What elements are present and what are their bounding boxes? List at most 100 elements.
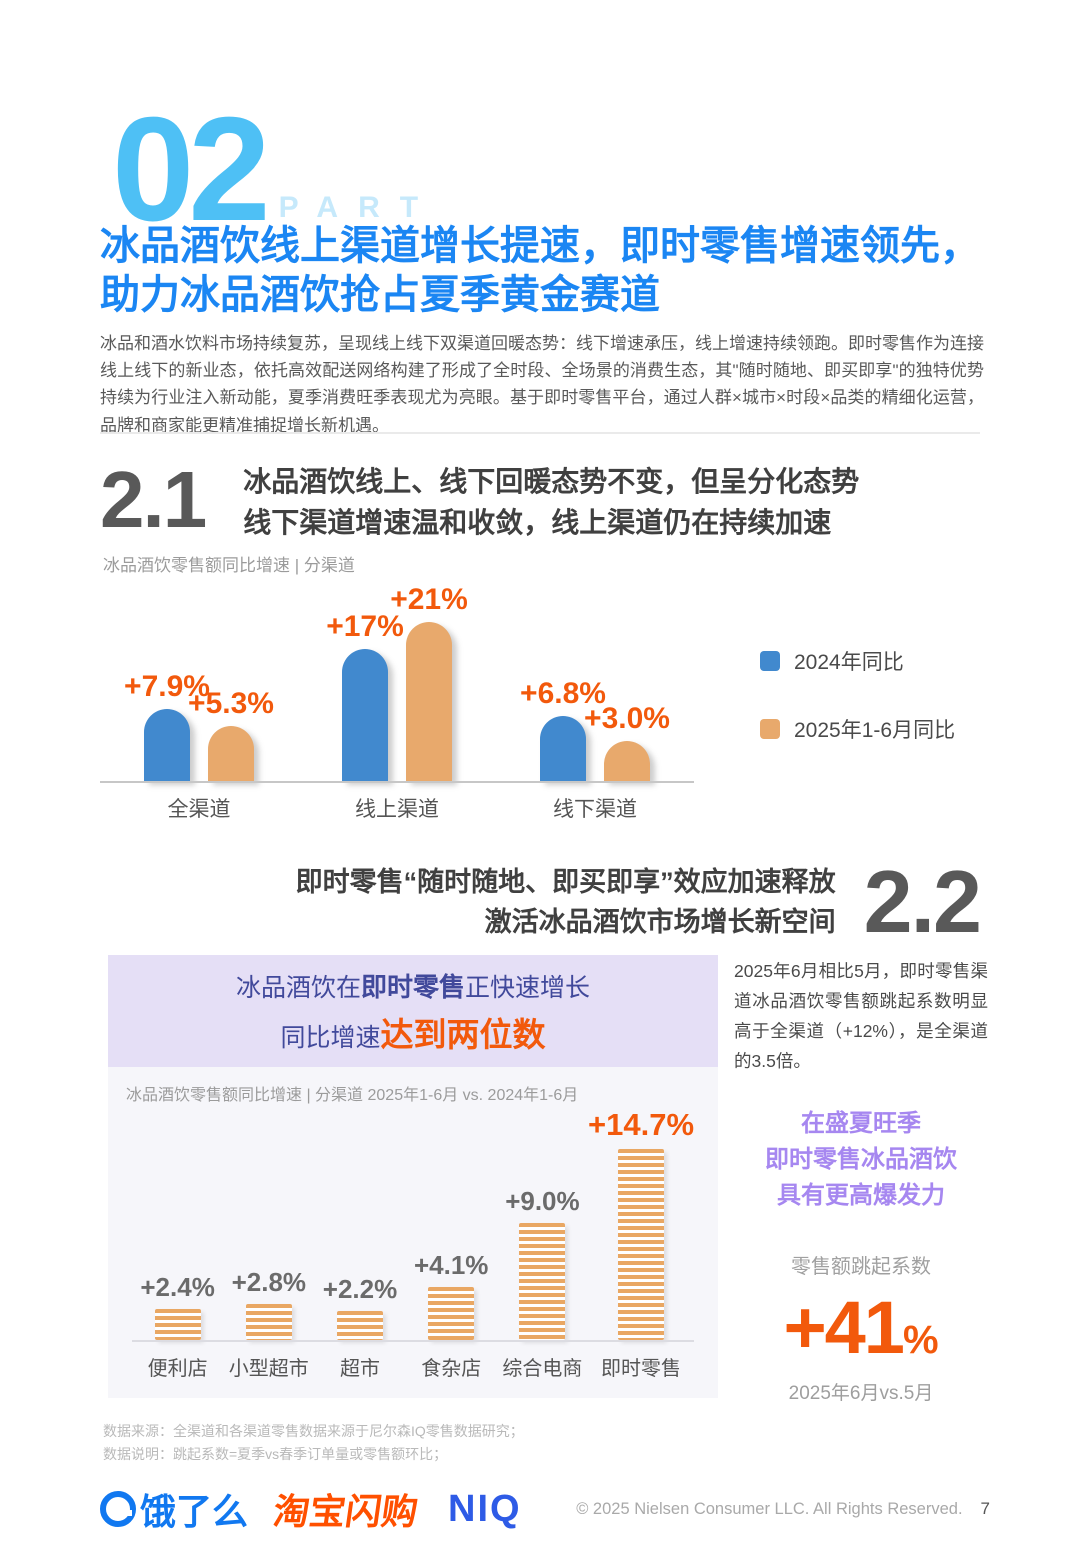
bar	[540, 716, 586, 781]
bar-value-label: +7.9%	[124, 670, 210, 703]
bar-value-label: +2.8%	[231, 1267, 307, 1297]
legend-item-2025: 2025年1-6月同比	[760, 714, 955, 744]
chart2: +2.4% 便利店 +2.8% 小型超市 +2.2% 超市 +4.1% 食杂店 +9.0% 综合电…	[108, 1107, 718, 1381]
page-title-line2: 助力冰品酒饮抢占夏季黄金赛道	[100, 272, 660, 317]
sidebar-highlight-line3: 具有更高爆发力	[777, 1182, 945, 1210]
chart1-bar-pair: +6.8% +3.0%	[520, 584, 670, 781]
chart1-group: +7.9% +5.3% 全渠道	[100, 584, 298, 823]
chart2-axis-line	[132, 1340, 694, 1342]
taobao-shangou-logo: 淘宝闪购	[270, 1491, 421, 1532]
chart1-bar-pair: +17% +21%	[326, 583, 468, 781]
sidebar-highlight-line2: 即时零售冰品酒饮	[765, 1146, 957, 1174]
sidebar-highlight: 在盛夏旺季 即时零售冰品酒饮 具有更高爆发力	[734, 1106, 988, 1214]
chart2-bar-space: +2.8%	[232, 1107, 306, 1340]
chart2-bar-space: +2.4%	[140, 1107, 215, 1340]
chart1-bar-unit: +7.9%	[124, 670, 210, 781]
chart2-caption: 冰品酒饮零售额同比增速 | 分渠道 2025年1-6月 vs. 2024年1-6…	[126, 1087, 579, 1104]
panel-title2-pre: 同比增速	[280, 1023, 381, 1052]
footnote-note: 数据说明：跳起系数=夏季vs春季订单量或零售额环比；	[103, 1445, 448, 1462]
bar-value-label: +9.0%	[505, 1186, 580, 1216]
bar	[428, 1287, 475, 1340]
category-label: 线上渠道	[355, 798, 439, 821]
part-number: 02	[112, 87, 271, 252]
chart2-bar-space: +4.1%	[414, 1107, 488, 1340]
bar	[208, 726, 254, 781]
section-2-1-title-line1: 冰品酒饮线上、线下回暖态势不变，但呈分化态势	[243, 466, 860, 497]
sidebar-highlight-line1: 在盛夏旺季	[801, 1110, 921, 1138]
chart2-bar-space: +9.0%	[505, 1107, 580, 1340]
legend-label-2024: 2024年同比	[794, 651, 904, 674]
bar	[144, 709, 190, 781]
footnotes: 数据来源：全渠道和各渠道零售数据来源于尼尔森IQ零售数据研究； 数据说明：跳起系…	[103, 1420, 524, 1465]
category-label: 即时零售	[601, 1358, 682, 1380]
panel-title-line2: 同比增速 达到两位数	[280, 1008, 545, 1056]
section-2-1-number: 2.1	[100, 455, 207, 544]
category-label: 便利店	[147, 1358, 208, 1380]
chart1: +7.9% +5.3% 全渠道 +17% +21% 线上渠道 +6.8% +3.0% 线下渠道 …	[100, 583, 980, 834]
chart1-plot-area: +7.9% +5.3% 全渠道 +17% +21% 线上渠道 +6.8% +3.0% 线下渠道	[100, 583, 694, 823]
panel-title1-post: 正快速增长	[465, 973, 591, 1002]
legend-swatch-orange	[760, 719, 780, 739]
chart2-bar-unit: +2.2% 超市	[314, 1107, 405, 1381]
section-2-1-title-line2: 线下渠道增速温和收敛，线上渠道仍在持续加速	[243, 506, 832, 538]
panel-title-line1: 冰品酒饮在即时零售正快速增长	[236, 967, 590, 1004]
footer: 饿了么 淘宝闪购 NIQ © 2025 Nielsen Consumer LLC…	[100, 1483, 990, 1535]
chart1-bar-unit: +3.0%	[584, 702, 670, 781]
category-label: 食杂店	[421, 1358, 482, 1380]
metric-unit: %	[902, 1318, 939, 1363]
bar	[519, 1223, 566, 1340]
metric-label: 零售额跳起系数	[791, 1256, 931, 1279]
page-title-line1: 冰品酒饮线上渠道增长提速，即时零售增速领先，	[100, 224, 980, 268]
bar-value-label: +2.4%	[140, 1272, 215, 1302]
section-2-1-heading: 2.1 冰品酒饮线上、线下回暖态势不变，但呈分化态势 线下渠道增速温和收敛，线上…	[100, 460, 859, 543]
chart1-bar-unit: +21%	[390, 583, 468, 781]
section-2-2-title-line1: 即时零售“随时随地、即买即享”效应加速释放	[295, 866, 836, 897]
bar-value-label: +21%	[390, 583, 468, 616]
bar-value-label: +14.7%	[588, 1107, 695, 1142]
bar-value-label: +2.2%	[322, 1274, 398, 1304]
bar-value-label: +4.1%	[413, 1250, 489, 1280]
chart1-caption: 冰品酒饮零售额同比增速 | 分渠道	[103, 556, 355, 575]
eleme-logo-icon	[100, 1491, 136, 1527]
chart2-bar-unit: +2.4% 便利店	[132, 1107, 223, 1381]
niq-logo: NIQ	[448, 1487, 522, 1530]
section-2-2-title-line2: 激活冰品酒饮市场增长新空间	[484, 907, 836, 937]
chart2-panel-header: 冰品酒饮在即时零售正快速增长 同比增速 达到两位数	[108, 955, 718, 1067]
chart1-group: +6.8% +3.0% 线下渠道	[496, 584, 694, 823]
part-label: PART	[278, 191, 439, 225]
section-2-2-title: 即时零售“随时随地、即买即享”效应加速释放 激活冰品酒饮市场增长新空间	[296, 862, 836, 943]
category-label: 超市	[340, 1358, 380, 1380]
chart2-bar-space: +14.7%	[588, 1107, 694, 1340]
bar	[406, 622, 452, 781]
metric: +41%	[734, 1285, 988, 1370]
legend-label-2025: 2025年1-6月同比	[794, 719, 956, 742]
bar	[604, 741, 650, 781]
page-number: 7	[980, 1499, 990, 1518]
panel-title2-emphasis: 达到两位数	[380, 1015, 546, 1053]
chart1-bar-unit: +17%	[326, 610, 404, 781]
chart1-group: +17% +21% 线上渠道	[298, 583, 496, 823]
chart2-panel: 冰品酒饮在即时零售正快速增长 同比增速 达到两位数 冰品酒饮零售额同比增速 | 分…	[108, 955, 718, 1398]
bar	[337, 1311, 383, 1340]
chart2-bar-space: +2.2%	[323, 1107, 397, 1340]
sidebar-paragraph: 2025年6月相比5月，即时零售渠道冰品酒饮零售额跳起系数明显高于全渠道（+12…	[734, 961, 988, 1072]
category-label: 小型超市	[228, 1358, 309, 1380]
metric-value: +41	[783, 1286, 905, 1370]
chart2-bar-unit: +4.1% 食杂店	[406, 1107, 497, 1381]
sidebar: 2025年6月相比5月，即时零售渠道冰品酒饮零售额跳起系数明显高于全渠道（+12…	[734, 956, 988, 1405]
category-label: 全渠道	[167, 798, 231, 821]
bar-value-label: +6.8%	[520, 677, 606, 710]
category-label: 线下渠道	[553, 798, 637, 821]
chart1-legend: 2024年同比 2025年1-6月同比	[760, 646, 955, 744]
section-2-2-heading: 即时零售“随时随地、即买即享”效应加速释放 激活冰品酒饮市场增长新空间 2.2	[100, 852, 982, 951]
section-2-2-number: 2.2	[863, 852, 982, 951]
chart2-bar-unit: +2.8% 小型超市	[223, 1107, 314, 1381]
legend-swatch-blue	[760, 651, 780, 671]
chart1-bar-unit: +6.8%	[520, 677, 606, 781]
chart1-bar-unit: +5.3%	[188, 687, 274, 781]
section-2-1-title: 冰品酒饮线上、线下回暖态势不变，但呈分化态势 线下渠道增速温和收敛，线上渠道仍在…	[243, 462, 859, 543]
bar-value-label: +17%	[326, 610, 404, 643]
bar-value-label: +5.3%	[188, 687, 274, 720]
panel-title1-bold: 即时零售	[360, 971, 465, 1002]
chart2-plot-area: +2.4% 便利店 +2.8% 小型超市 +2.2% 超市 +4.1% 食杂店 +9.0% 综合电…	[132, 1107, 694, 1381]
